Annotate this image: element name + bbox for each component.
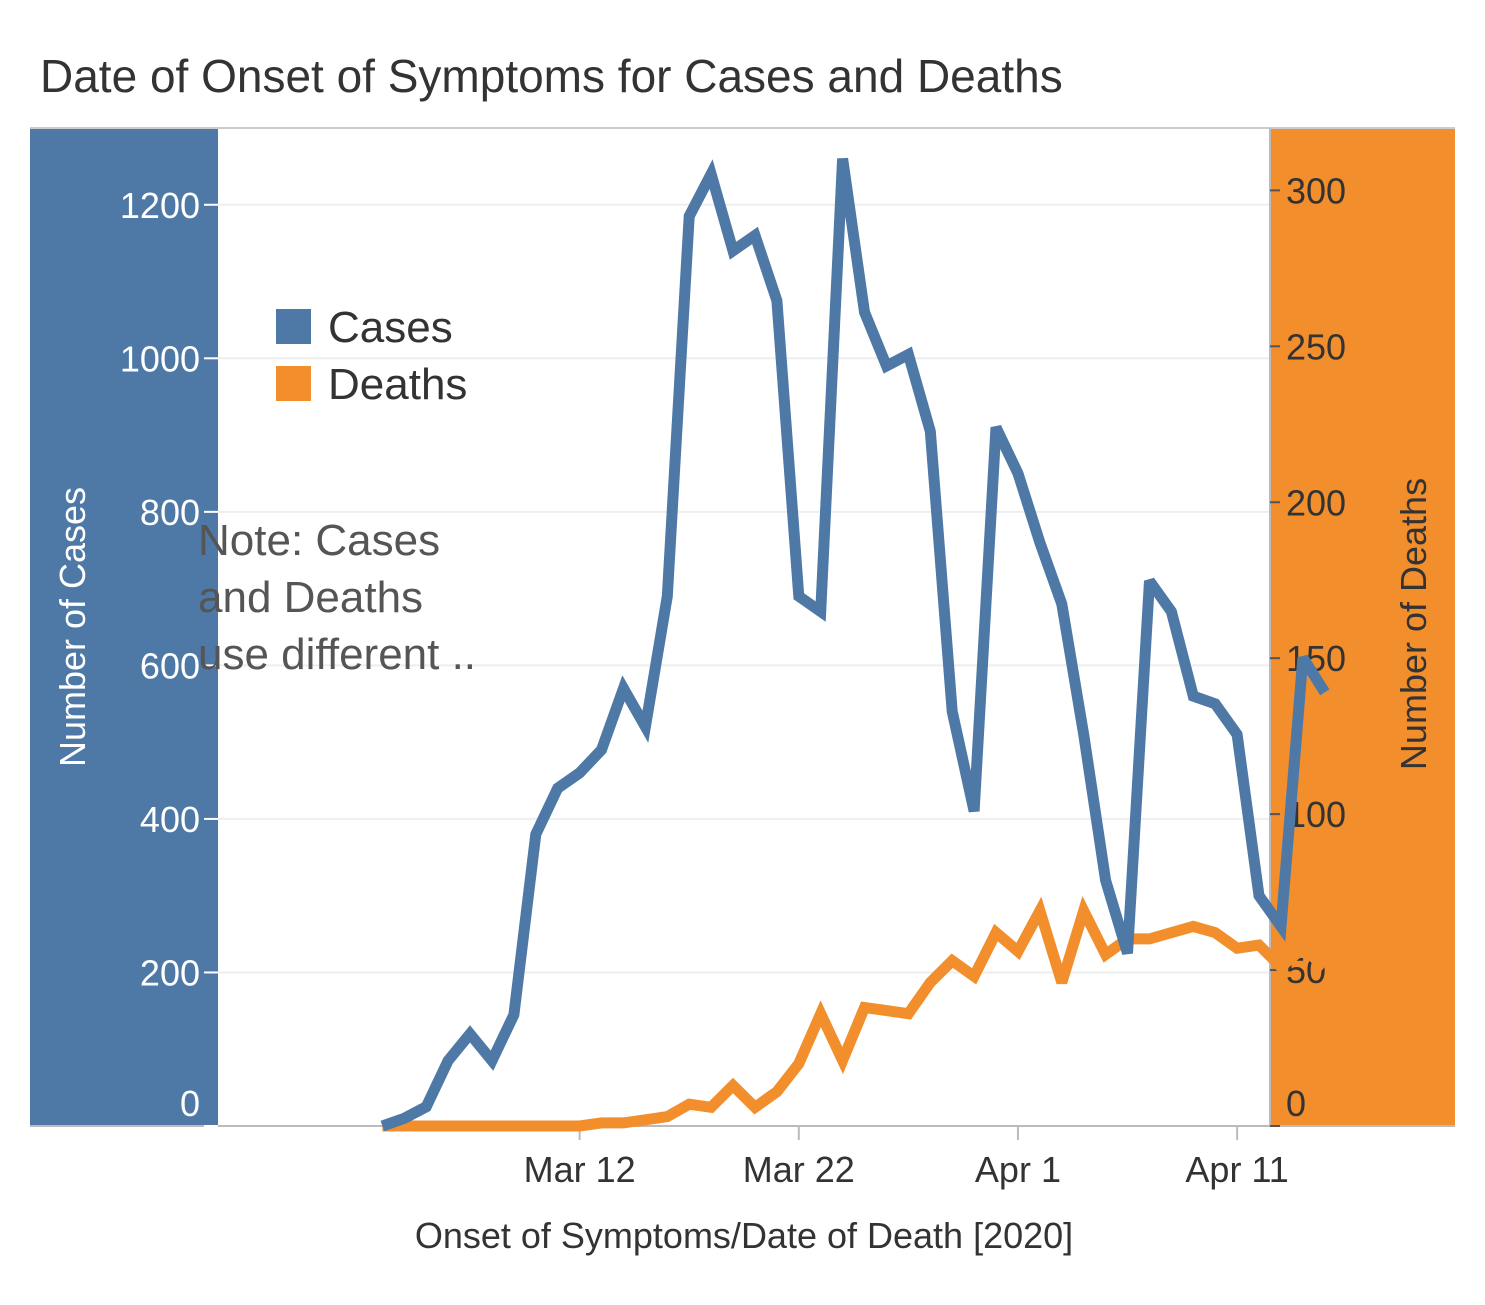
left-tick-label-800: 800 (140, 492, 200, 533)
chart-title: Date of Onset of Symptoms for Cases and … (40, 50, 1063, 102)
left-tick-label-1200: 1200 (120, 185, 200, 226)
legend-swatch-deaths (276, 366, 311, 401)
legend-swatch-cases (276, 309, 311, 344)
left-tick-label-400: 400 (140, 799, 200, 840)
right-tick-label-200: 200 (1286, 482, 1346, 523)
left-axis-ticks: 0 200 400 600 800 1000 1200 (120, 185, 218, 1127)
left-axis-band (30, 128, 218, 1126)
x-tick-label-mar-22: Mar 22 (743, 1149, 855, 1190)
left-axis-label: Number of Cases (52, 487, 93, 767)
legend-label-cases: Cases (328, 303, 453, 352)
right-tick-label-300: 300 (1286, 170, 1346, 211)
x-axis-label: Onset of Symptoms/Date of Death [2020] (415, 1215, 1073, 1256)
chart-note: Note: Cases and Deaths use different .. (198, 516, 476, 679)
gridlines (218, 203, 1270, 974)
x-tick-label-apr-11: Apr 11 (1185, 1149, 1288, 1190)
legend-label-deaths: Deaths (328, 360, 467, 409)
series-lines (380, 157, 1330, 1132)
left-tick-label-0: 0 (180, 1083, 200, 1124)
left-tick-label-200: 200 (140, 952, 200, 993)
right-axis-band (1270, 128, 1455, 1126)
right-tick-label-250: 250 (1286, 326, 1346, 367)
note-line-3: use different .. (198, 630, 476, 679)
x-tick-label-mar-12: Mar 12 (524, 1149, 636, 1190)
note-line-2: and Deaths (198, 573, 423, 622)
legend: Cases Deaths (276, 303, 467, 409)
x-axis-ticks: Mar 12 Mar 22 Apr 1 Apr 11 (524, 1126, 1289, 1190)
series-line-cases (380, 157, 1330, 1132)
note-line-1: Note: Cases (198, 516, 440, 565)
x-tick-label-apr-1: Apr 1 (975, 1149, 1061, 1190)
left-tick-label-1000: 1000 (120, 338, 200, 379)
right-axis-label: Number of Deaths (1393, 478, 1434, 770)
plot-area (218, 128, 1270, 1126)
series-line-deaths (382, 896, 1329, 1132)
right-tick-label-0: 0 (1286, 1083, 1306, 1124)
left-tick-label-600: 600 (140, 645, 200, 686)
